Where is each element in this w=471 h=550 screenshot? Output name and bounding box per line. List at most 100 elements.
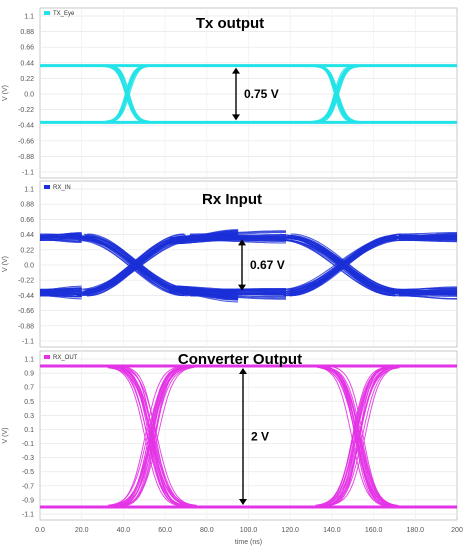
y-tick-label: -1.1 <box>22 170 34 177</box>
eye-trace <box>104 65 149 123</box>
y-tick-label: -0.9 <box>22 497 34 504</box>
eye-trace <box>318 366 387 507</box>
eye-trace <box>120 366 186 507</box>
eye-trace <box>78 235 185 294</box>
y-tick-label: -0.44 <box>18 123 34 130</box>
x-tick-label: 140.0 <box>323 527 341 534</box>
eye-trace <box>398 235 457 240</box>
eye-trace <box>190 289 286 294</box>
y-tick-label: 0.66 <box>20 217 34 224</box>
eye-trace <box>169 230 239 241</box>
x-axis-label: time (ns) <box>235 539 262 546</box>
chart-title: Converter Output <box>178 351 302 368</box>
eye-trace <box>315 65 360 123</box>
eye-trace <box>325 366 400 507</box>
y-tick-label: -0.88 <box>18 154 34 161</box>
y-tick-label: 0.0 <box>24 92 34 99</box>
y-tick-label: 0.44 <box>20 60 34 67</box>
x-tick-label: 40.0 <box>117 527 131 534</box>
y-tick-label: 0.88 <box>20 202 34 209</box>
eye-trace <box>318 65 359 123</box>
eye-trace <box>78 236 185 290</box>
eye-trace <box>323 365 390 507</box>
y-axis-label: V (V) <box>2 428 9 444</box>
eye-trace <box>114 366 195 507</box>
y-tick-label: -0.22 <box>18 107 34 114</box>
eye-trace <box>284 239 398 293</box>
legend-swatch <box>44 11 50 15</box>
eye-trace <box>109 366 193 507</box>
eye-trace <box>40 291 82 295</box>
eye-trace <box>398 289 457 293</box>
legend-swatch <box>44 185 50 189</box>
eye-trace <box>398 288 457 290</box>
eye-trace <box>398 290 457 294</box>
legend-swatch <box>44 355 50 359</box>
eye-trace <box>107 365 183 507</box>
legend-label: RX_IN <box>53 185 71 191</box>
y-tick-label: -0.66 <box>18 308 34 315</box>
x-tick-label: 100.0 <box>240 527 258 534</box>
y-tick-label: -0.66 <box>18 138 34 145</box>
y-tick-label: 0.88 <box>20 29 34 36</box>
eye-opening-label: 0.75 V <box>244 87 279 101</box>
eye-trace <box>289 235 398 294</box>
y-tick-label: -0.3 <box>22 455 34 462</box>
eye-trace <box>169 288 239 300</box>
x-tick-label: 20.0 <box>75 527 89 534</box>
eye-trace <box>118 366 183 507</box>
y-axis-label: V (V) <box>2 85 9 101</box>
y-tick-label: -0.88 <box>18 323 34 330</box>
legend-label: RX_OUT <box>53 355 78 361</box>
eye-trace <box>398 236 457 241</box>
x-tick-label: 0.0 <box>35 527 45 534</box>
legend-label: TX_Eye <box>53 11 75 17</box>
chart-title: Tx output <box>196 15 264 32</box>
eye-trace <box>398 293 458 296</box>
y-tick-label: 1.1 <box>24 14 34 21</box>
y-tick-label: 0.9 <box>24 371 34 378</box>
eye-opening-arrow <box>238 239 246 291</box>
eye-trace <box>122 366 189 506</box>
eye-trace <box>280 236 395 290</box>
y-tick-label: 0.22 <box>20 76 34 83</box>
y-tick-label: 1.1 <box>24 357 34 364</box>
eye-trace <box>40 288 82 291</box>
eye-trace <box>40 292 82 295</box>
eye-trace <box>118 365 186 507</box>
y-axis-label: V (V) <box>2 256 9 272</box>
y-tick-label: 0.7 <box>24 385 34 392</box>
y-tick-label: -0.44 <box>18 293 34 300</box>
eye-opening-label: 2 V <box>251 430 269 444</box>
eye-trace <box>40 237 82 241</box>
y-tick-label: -0.5 <box>22 469 34 476</box>
eye-trace <box>291 235 403 294</box>
eye-trace <box>169 285 239 295</box>
x-tick-label: 160.0 <box>365 527 383 534</box>
eye-trace <box>324 366 394 507</box>
y-tick-label: 0.66 <box>20 45 34 52</box>
eye-trace <box>398 232 457 235</box>
eye-trace <box>40 235 82 238</box>
eye-trace <box>398 234 458 237</box>
eye-traces <box>40 364 457 509</box>
eye-trace <box>190 238 286 242</box>
y-tick-label: 0.5 <box>24 399 34 406</box>
x-tick-label: 80.0 <box>200 527 214 534</box>
y-tick-label: 0.0 <box>24 263 34 270</box>
chart-title: Rx Input <box>202 191 262 208</box>
eye-trace <box>40 290 82 294</box>
y-tick-label: -0.1 <box>22 441 34 448</box>
y-tick-label: 0.22 <box>20 247 34 254</box>
y-tick-label: 0.3 <box>24 413 34 420</box>
y-tick-label: 1.1 <box>24 187 34 194</box>
x-tick-label: 120.0 <box>281 527 299 534</box>
eye-opening-label: 0.67 V <box>250 258 285 272</box>
eye-trace <box>398 295 457 300</box>
y-tick-label: -0.22 <box>18 278 34 285</box>
eye-trace <box>322 366 392 507</box>
panel-2: 1.1 0.88 0.66 0.44 0.22 0.0 -0.22 -0.44 -0.66 -0.… <box>2 180 458 348</box>
panel-1: 1.1 0.88 0.66 0.44 0.22 0.0 -0.22 -0.44 -0.66 -0.… <box>2 7 458 179</box>
eye-traces <box>40 64 457 124</box>
